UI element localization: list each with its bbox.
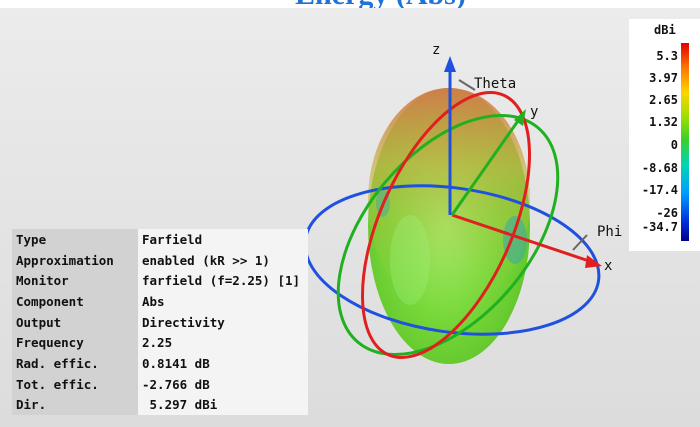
theta-label: Theta (474, 76, 516, 92)
info-value: 0.8141 dB (138, 353, 308, 374)
info-key: Frequency (12, 332, 138, 354)
info-row-frequency: Frequency 2.25 (12, 332, 308, 354)
legend-tick: 3.97 (649, 71, 678, 85)
legend-tick: 5.3 (656, 49, 678, 63)
info-row-dir: Dir. 5.297 dBi (12, 394, 308, 416)
x-axis-label: x (604, 258, 612, 274)
phi-arrow (572, 234, 588, 251)
info-key: Dir. (12, 394, 138, 416)
info-row-output: Output Directivity (12, 311, 308, 333)
info-row-type: Type Farfield (12, 229, 308, 250)
x-axis (451, 213, 593, 264)
legend-tick: -34.7 (641, 220, 678, 234)
info-key: Component (12, 291, 138, 312)
info-value: enabled (kR >> 1) (138, 249, 308, 271)
colorbar-legend: dBi 5.3 3.97 2.65 1.32 0 -8.68 -17.4 -26… (629, 19, 700, 251)
info-value: Directivity (138, 311, 308, 333)
legend-tick: -26 (656, 206, 678, 220)
info-key: Tot. effic. (12, 373, 138, 395)
y-axis-label: y (530, 104, 538, 120)
info-key: Output (12, 311, 138, 333)
z-axis-arrow (444, 56, 456, 72)
colorbar (681, 43, 689, 241)
info-key: Type (12, 229, 138, 250)
info-key: Rad. effic. (12, 353, 138, 374)
legend-tick: -8.68 (641, 161, 678, 175)
theta-ring-green (336, 114, 560, 356)
window-title-banner: Energy (Abs) (0, 0, 700, 8)
info-value: Abs (138, 291, 308, 312)
info-value: -2.766 dB (138, 373, 308, 395)
phi-label: Phi (597, 224, 622, 240)
info-value: 2.25 (138, 332, 308, 354)
window-title: Energy (Abs) (295, 0, 466, 8)
theta-arrow (458, 79, 476, 91)
info-row-tot-effic: Tot. effic. -2.766 dB (12, 373, 308, 395)
legend-tick: 2.65 (649, 93, 678, 107)
info-row-component: Component Abs (12, 291, 308, 312)
legend-tick: 1.32 (649, 115, 678, 129)
legend-tick: -17.4 (641, 183, 678, 197)
y-axis-arrow (514, 109, 526, 126)
info-value: farfield (f=2.25) [1] (138, 270, 308, 292)
info-row-approximation: Approximation enabled (kR >> 1) (12, 249, 308, 271)
theta-ring-red (361, 91, 531, 359)
legend-unit: dBi (654, 23, 676, 37)
y-axis (450, 117, 522, 216)
info-value: Farfield (138, 229, 308, 250)
farfield-info-table: Type Farfield Approximation enabled (kR … (12, 229, 308, 416)
z-axis-label: z (432, 42, 440, 58)
info-value: 5.297 dBi (138, 394, 308, 416)
legend-tick: 0 (670, 138, 678, 152)
info-key: Monitor (12, 270, 138, 292)
x-axis-arrow (585, 255, 602, 268)
info-key: Approximation (12, 249, 138, 271)
info-row-rad-effic: Rad. effic. 0.8141 dB (12, 353, 308, 374)
info-row-monitor: Monitor farfield (f=2.25) [1] (12, 270, 308, 292)
